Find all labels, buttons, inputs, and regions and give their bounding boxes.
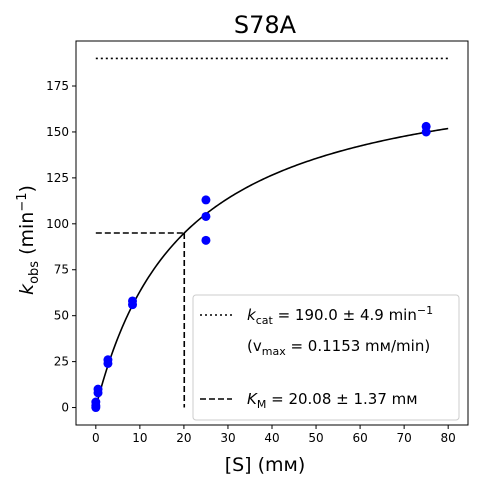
- y-axis-label-unit-sup: −1: [15, 192, 30, 211]
- legend-vmax-open: (v: [247, 337, 262, 355]
- y-tick-label: 25: [54, 355, 69, 369]
- legend-kcat-sub: cat: [256, 314, 274, 327]
- legend-kcat-label: kcat = 190.0 ± 4.9 min−1: [247, 304, 433, 327]
- x-tick-label: 80: [441, 431, 456, 445]
- legend-kcat-symbol: k: [247, 306, 257, 324]
- x-tick-label: 20: [176, 431, 191, 445]
- legend-kcat-value: = 190.0 ± 4.9 min: [273, 306, 417, 324]
- x-tick-label: 10: [132, 431, 147, 445]
- data-point: [201, 195, 211, 205]
- legend-km-sub: M: [257, 398, 267, 411]
- y-tick-label: 175: [46, 79, 69, 93]
- legend-kcat-sup: −1: [417, 304, 433, 317]
- y-tick-label: 50: [54, 309, 69, 323]
- x-tick-label: 30: [220, 431, 235, 445]
- x-tick-label: 0: [92, 431, 100, 445]
- x-tick-label: 60: [352, 431, 367, 445]
- legend-vmax-sub: max: [262, 345, 286, 358]
- x-tick-label: 40: [264, 431, 279, 445]
- legend-km-symbol: K: [247, 390, 258, 408]
- y-tick-label: 0: [61, 401, 69, 415]
- data-point: [201, 235, 211, 245]
- legend: kcat = 190.0 ± 4.9 min−1 (vmax = 0.1153 …: [192, 294, 460, 421]
- chart-title: S78A: [234, 11, 297, 39]
- data-point: [201, 211, 211, 221]
- data-point: [91, 397, 101, 407]
- y-tick-label: 75: [54, 263, 69, 277]
- data-point: [103, 355, 113, 365]
- y-axis-label-sub: obs: [27, 261, 42, 284]
- y-axis-label-main: k: [16, 283, 38, 295]
- legend-vmax-value: = 0.1153 mм/min): [286, 337, 430, 355]
- data-point: [421, 127, 431, 137]
- x-tick-label: 70: [396, 431, 411, 445]
- y-tick-label: 125: [46, 171, 69, 185]
- legend-km-label: KM = 20.08 ± 1.37 mм: [247, 390, 418, 411]
- y-axis-label-unit: (min: [16, 212, 38, 261]
- y-tick-label: 100: [46, 217, 69, 231]
- data-point: [128, 296, 138, 306]
- legend-vmax-label: (vmax = 0.1153 mм/min): [247, 337, 430, 358]
- fit-curve: [95, 127, 449, 408]
- plot-area: 0 10 20 30 40 50 60 70 80 0 25 50 75 100 125 150 175: [46, 40, 469, 445]
- x-tick-label: 50: [308, 431, 323, 445]
- data-point: [93, 384, 103, 394]
- legend-box: [192, 294, 460, 421]
- x-axis-label: [S] (mм): [225, 454, 306, 476]
- y-tick-label: 150: [46, 125, 69, 139]
- y-axis-label-unit-end: ): [16, 185, 38, 192]
- legend-km-value: = 20.08 ± 1.37 mм: [266, 390, 417, 408]
- y-axis-label: kobs (min−1): [15, 185, 42, 295]
